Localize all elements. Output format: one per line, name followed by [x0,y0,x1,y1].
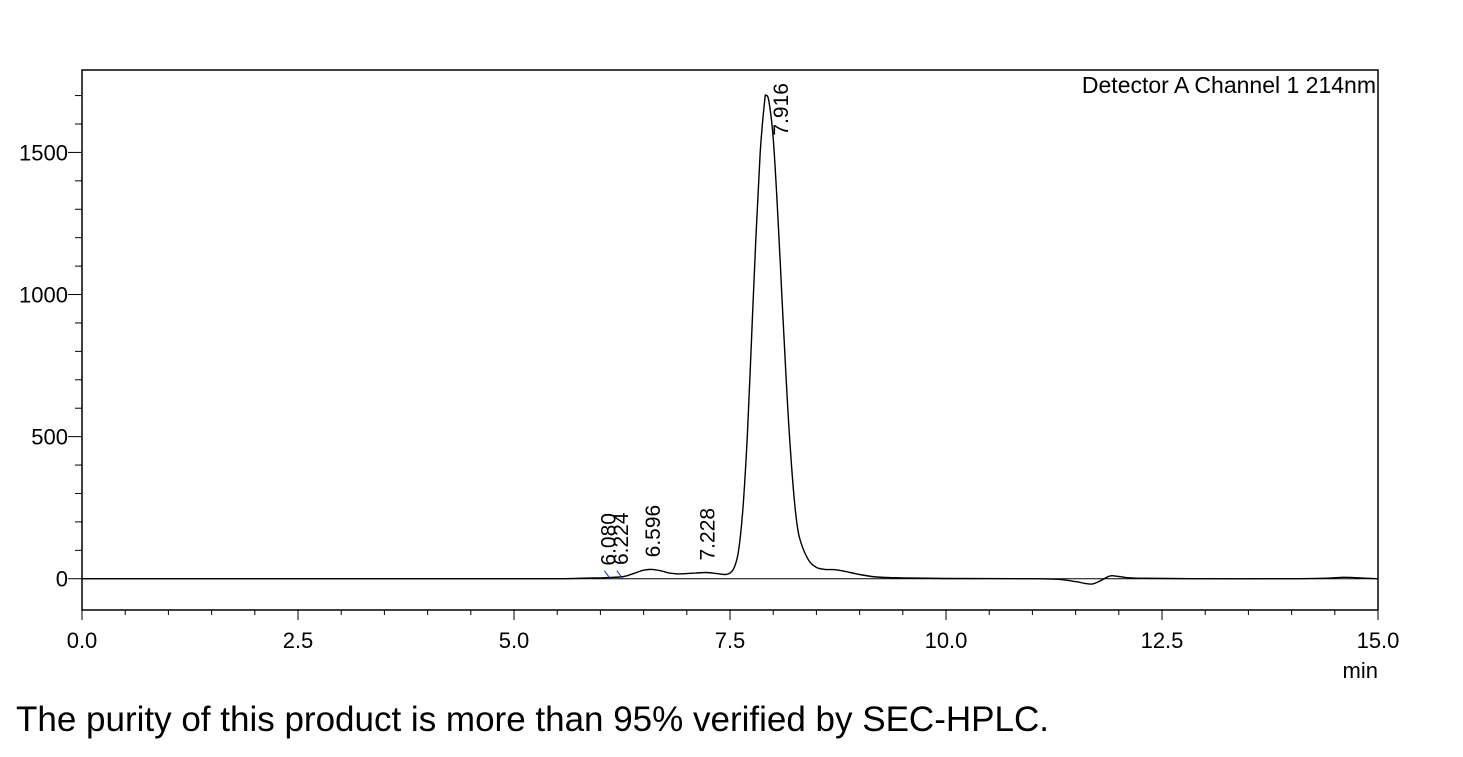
x-tick-label: 2.5 [283,628,314,653]
x-tick-label: 10.0 [925,628,968,653]
y-tick-label: 1000 [19,283,68,308]
x-tick-label: 5.0 [499,628,530,653]
x-tick-label: 12.5 [1141,628,1184,653]
x-tick-label: 15.0 [1357,628,1400,653]
x-axis: 0.0 2.5 5.0 7.5 10.0 12.5 15.0 [67,610,1400,653]
peak-label: 6.596 [642,505,665,558]
purity-caption: The purity of this product is more than … [16,700,1049,739]
peak-label: 7.916 [770,83,793,136]
peak-marker [603,570,611,580]
y-axis: 0 500 1000 1500 [19,95,82,592]
x-axis-unit: min [1343,658,1378,683]
peak-marker [616,570,624,580]
y-tick-label: 0 [56,567,68,592]
x-tick-label: 7.5 [715,628,746,653]
peak-label: 6.224 [610,512,633,565]
y-tick-label: 1500 [19,140,68,165]
x-tick-label: 0.0 [67,628,98,653]
plot-frame [81,69,1379,611]
peak-label: 6.080 [597,513,620,566]
peak-label: 7.228 [696,508,719,561]
detector-annotation: Detector A Channel 1 214nm [1082,72,1376,98]
y-tick-label: 500 [31,425,68,450]
chromatogram-trace [81,94,1379,585]
